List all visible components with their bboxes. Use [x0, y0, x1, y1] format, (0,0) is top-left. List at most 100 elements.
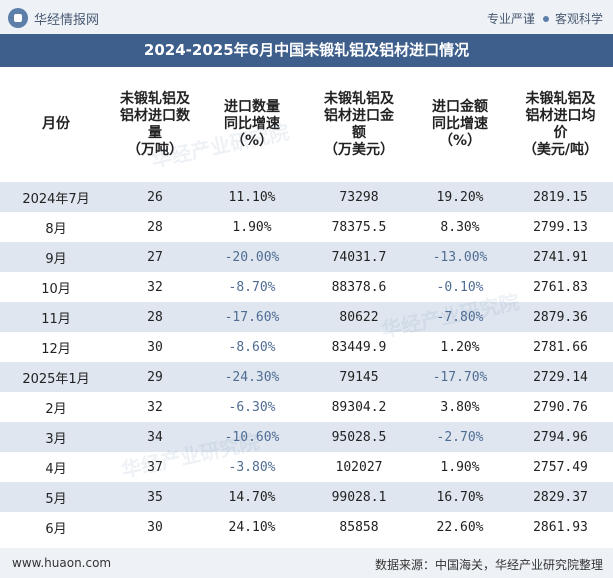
table-cell: 28	[112, 212, 198, 242]
table-cell: -24.30%	[198, 362, 306, 392]
table-cell: -13.00%	[412, 242, 508, 272]
table-cell: 79145	[306, 362, 412, 392]
table-cell: 85858	[306, 512, 412, 542]
table-row: 2025年1月 29 -24.30% 79145 -17.70% 2729.14	[0, 362, 613, 392]
col-header-line: 月份	[42, 116, 70, 132]
table-cell: 95028.5	[306, 422, 412, 452]
table-cell: 11.10%	[198, 182, 306, 212]
table-cell: 2757.49	[508, 452, 613, 482]
table-row: 5月 35 14.70% 99028.1 16.70% 2829.37	[0, 482, 613, 512]
table-cell: -17.70%	[412, 362, 508, 392]
table-row: 3月 34 -10.60% 95028.5 -2.70% 2794.96	[0, 422, 613, 452]
table-cell: 30	[112, 512, 198, 542]
col-header-volume-yoy: 进口数量 同比增速 （%）	[198, 67, 306, 182]
table-cell: -0.10%	[412, 272, 508, 302]
col-header-line: 进口数量	[224, 99, 280, 115]
table-cell: 2819.15	[508, 182, 613, 212]
col-header-line: （万美元）	[324, 141, 394, 158]
table-cell: 73298	[306, 182, 412, 212]
col-header-avg-price: 未锻轧铝及 铝材进口均价（美元/吨）	[508, 67, 613, 182]
table-body: 2024年7月 26 11.10% 73298 19.20% 2819.15 8月 28 1.9…	[0, 182, 613, 542]
table-cell: 2794.96	[508, 422, 613, 452]
top-bar: 华经情报网 专业严谨 客观科学	[0, 0, 613, 34]
table-cell: 29	[112, 362, 198, 392]
brand[interactable]: 华经情报网	[8, 8, 99, 28]
col-header-line: 量	[148, 124, 162, 141]
table-cell: 10月	[0, 272, 112, 302]
table-cell: 89304.2	[306, 392, 412, 422]
table-row: 6月 30 24.10% 85858 22.60% 2861.93	[0, 512, 613, 542]
col-header-month: 月份	[0, 67, 112, 182]
table-cell: -10.60%	[198, 422, 306, 452]
table-cell: 4月	[0, 452, 112, 482]
brand-name: 华经情报网	[34, 12, 100, 28]
table-cell: 2879.36	[508, 302, 613, 332]
huajing-logo-icon	[8, 8, 28, 28]
table-cell: 3.80%	[412, 392, 508, 422]
table-cell: 12月	[0, 332, 112, 362]
table-cell: 28	[112, 302, 198, 332]
col-header-line: 铝材进口均	[525, 107, 596, 124]
table-cell: 2024年7月	[0, 182, 112, 212]
table-row: 2024年7月 26 11.10% 73298 19.20% 2819.15	[0, 182, 613, 212]
table-cell: 6月	[0, 512, 112, 542]
col-header-line: 同比增速	[432, 116, 488, 132]
table-cell: 2月	[0, 392, 112, 422]
table-cell: 2861.93	[508, 512, 613, 542]
table-title: 2024-2025年6月中国未锻轧铝及铝材进口情况	[0, 34, 613, 67]
table-cell: -7.80%	[412, 302, 508, 332]
table-cell: 78375.5	[306, 212, 412, 242]
table-header-row: 月份 未锻轧铝及 铝材进口数量（万吨） 进口数量 同比增速 （%） 未锻轧铝及 铝材进口…	[0, 67, 613, 182]
col-header-line: 进口金额	[432, 99, 488, 115]
col-header-line: （%）	[438, 133, 482, 149]
table-cell: 83449.9	[306, 332, 412, 362]
website-link[interactable]: www.huaon.com	[12, 556, 112, 570]
table-cell: 1.90%	[412, 452, 508, 482]
table-cell: 14.70%	[198, 482, 306, 512]
table-cell: 2761.83	[508, 272, 613, 302]
table-cell: 1.90%	[198, 212, 306, 242]
table-row: 12月 30 -8.60% 83449.9 1.20% 2781.66	[0, 332, 613, 362]
table-cell: 2025年1月	[0, 362, 112, 392]
table-row: 9月 27 -20.00% 74031.7 -13.00% 2741.91	[0, 242, 613, 272]
table-cell: 74031.7	[306, 242, 412, 272]
table-cell: -3.80%	[198, 452, 306, 482]
tagline: 专业严谨 客观科学	[487, 10, 603, 27]
col-header-line: 未锻轧铝及	[525, 90, 596, 107]
footer: www.huaon.com 数据来源：中国海关，华经产业研究院整理	[0, 548, 613, 578]
table-cell: 99028.1	[306, 482, 412, 512]
table-cell: 1.20%	[412, 332, 508, 362]
col-header-line: 未锻轧铝及	[120, 90, 190, 107]
table-row: 8月 28 1.90% 78375.5 8.30% 2799.13	[0, 212, 613, 242]
table-cell: 2829.37	[508, 482, 613, 512]
table-cell: -2.70%	[412, 422, 508, 452]
table-cell: 22.60%	[412, 512, 508, 542]
table-cell: -6.30%	[198, 392, 306, 422]
table-cell: 26	[112, 182, 198, 212]
import-data-table: 月份 未锻轧铝及 铝材进口数量（万吨） 进口数量 同比增速 （%） 未锻轧铝及 铝材进口…	[0, 67, 613, 542]
table-cell: 35	[112, 482, 198, 512]
col-header-line: 价	[553, 124, 568, 141]
table-cell: 30	[112, 332, 198, 362]
table-cell: 80622	[306, 302, 412, 332]
col-header-line: 未锻轧铝及	[324, 90, 394, 107]
data-source-note: 数据来源：中国海关，华经产业研究院整理	[374, 558, 603, 572]
table-cell: -8.70%	[198, 272, 306, 302]
table-cell: 32	[112, 272, 198, 302]
col-header-import-volume: 未锻轧铝及 铝材进口数量（万吨）	[112, 67, 198, 182]
col-header-line: 同比增速	[224, 116, 280, 132]
table-cell: 5月	[0, 482, 112, 512]
table-cell: 2781.66	[508, 332, 613, 362]
table-cell: -20.00%	[198, 242, 306, 272]
bullet-dot-icon	[542, 15, 549, 22]
col-header-line: （%）	[230, 133, 274, 149]
table-cell: 16.70%	[412, 482, 508, 512]
col-header-value-yoy: 进口金额 同比增速 （%）	[412, 67, 508, 182]
tagline-left: 专业严谨	[486, 12, 535, 26]
table-cell: 2799.13	[508, 212, 613, 242]
table-row: 11月 28 -17.60% 80622 -7.80% 2879.36	[0, 302, 613, 332]
table-cell: 2729.14	[508, 362, 613, 392]
table-cell: 3月	[0, 422, 112, 452]
table-cell: 11月	[0, 302, 112, 332]
table-cell: -8.60%	[198, 332, 306, 362]
